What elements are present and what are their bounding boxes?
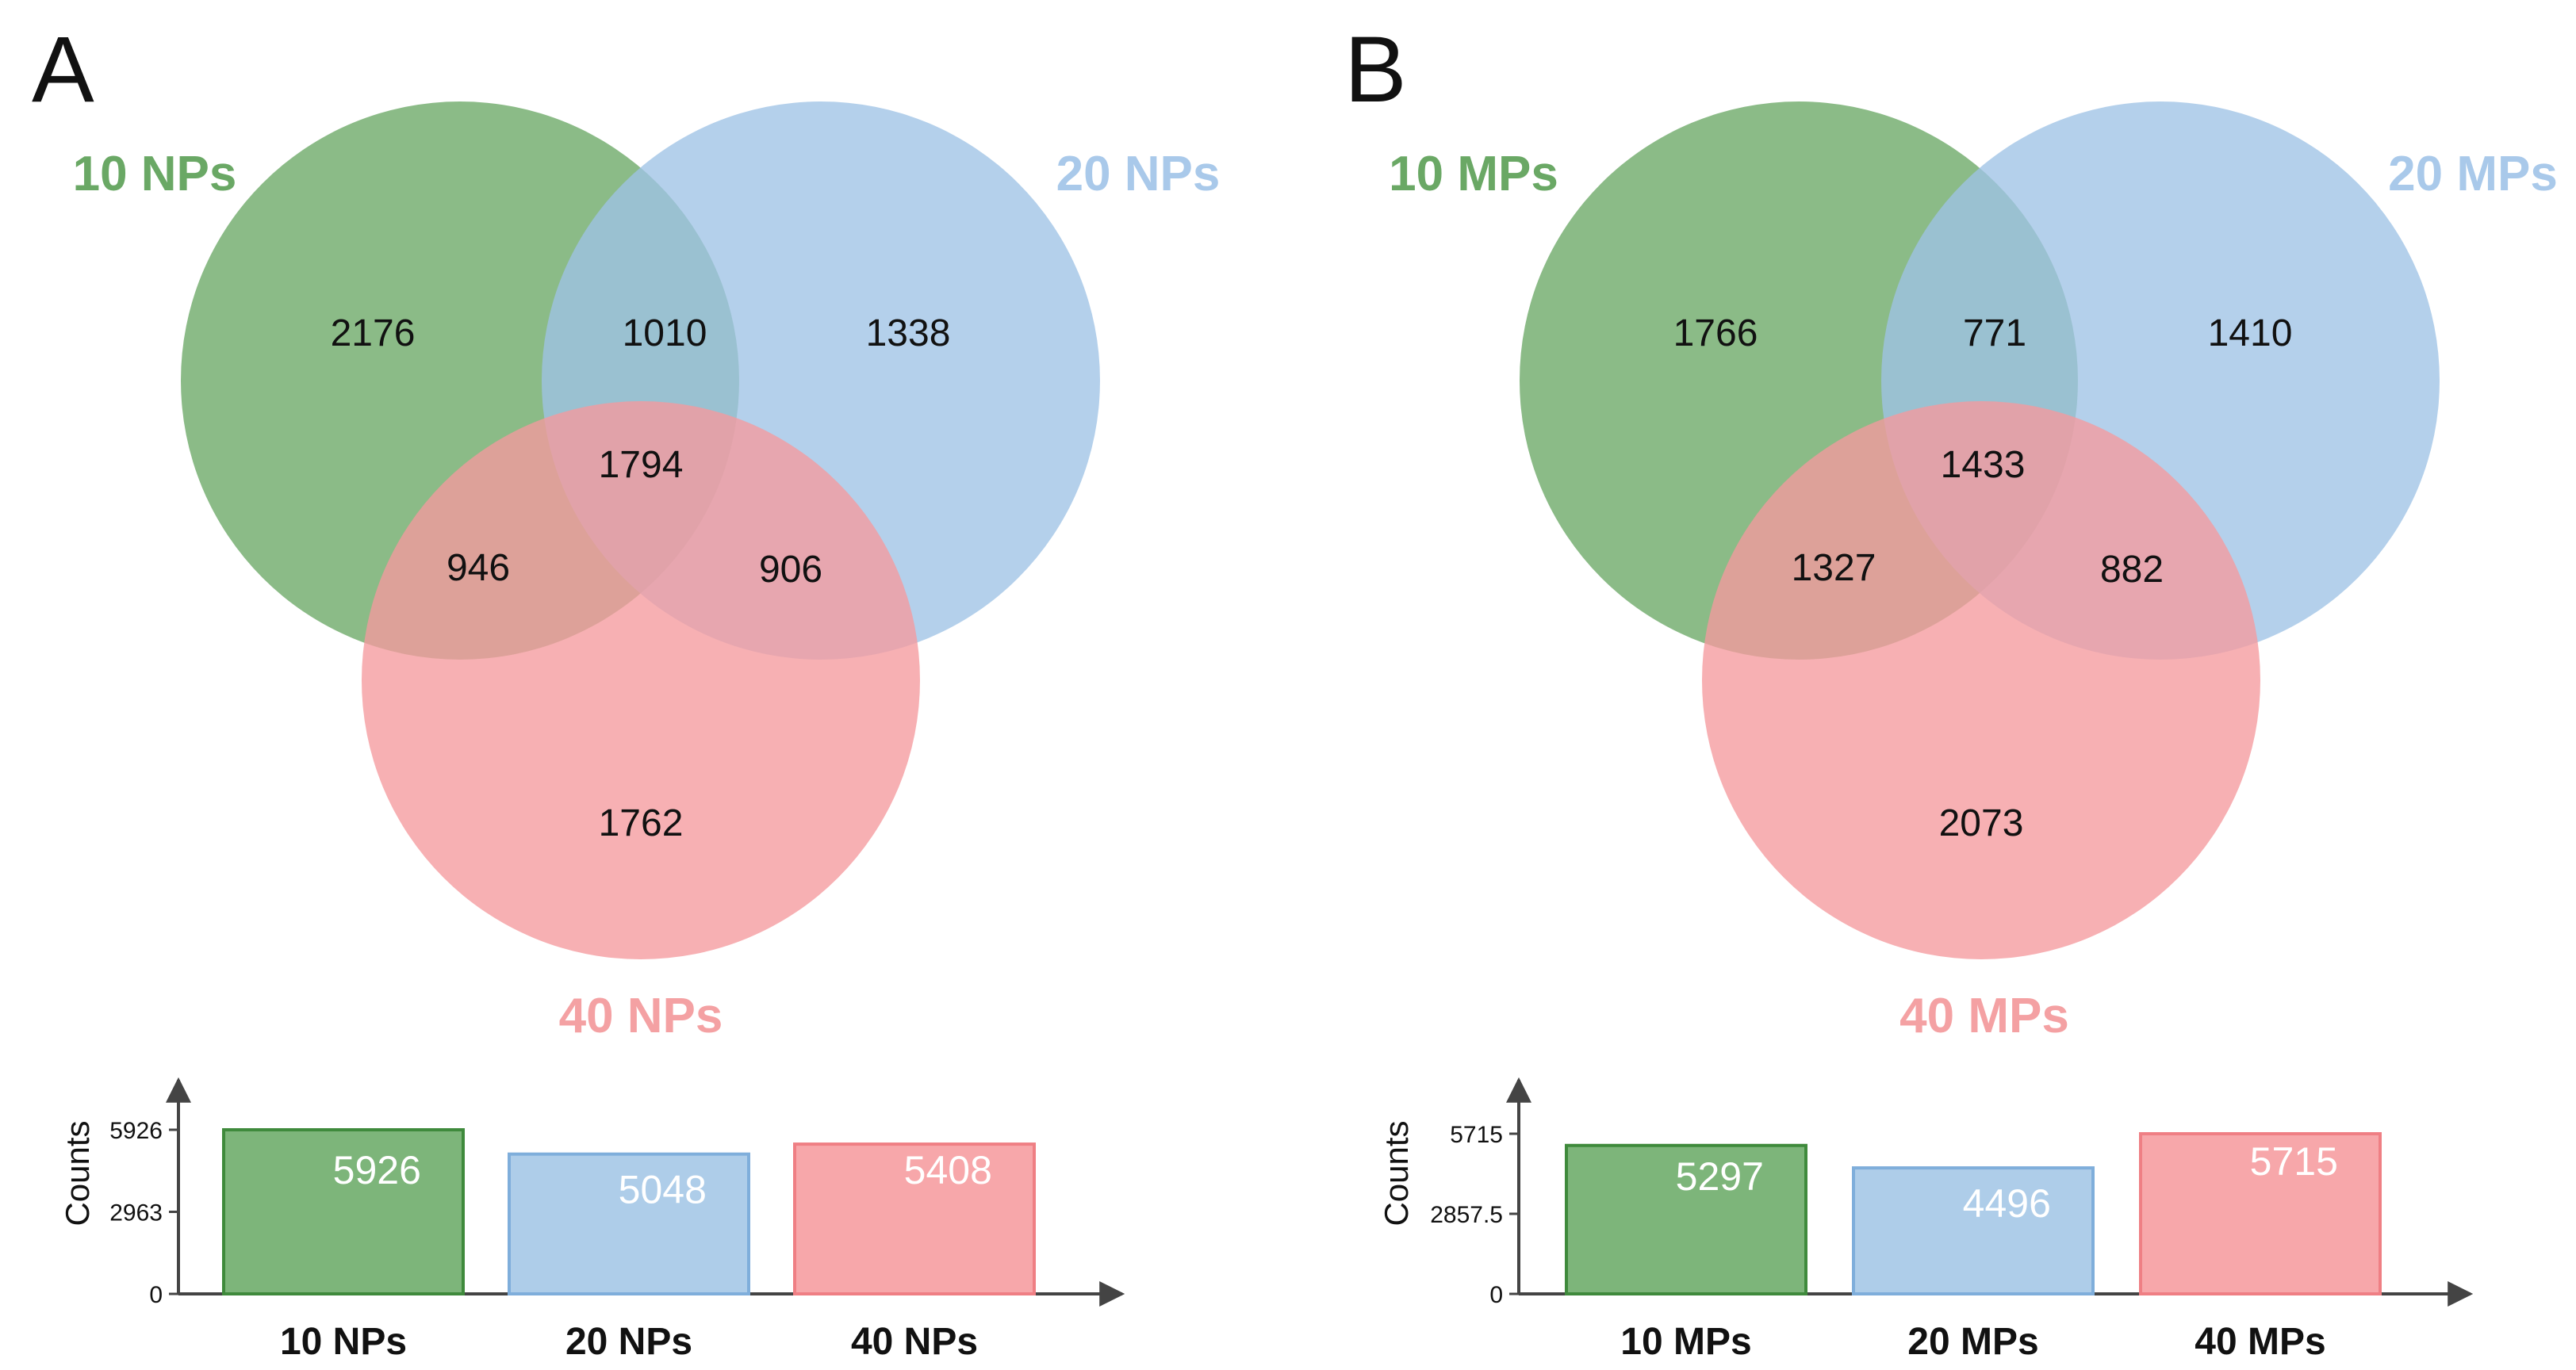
venn-a: 10 NPs 20 NPs 40 NPs 2176 1338 1762 1010… xyxy=(73,101,1221,1043)
venn-a-set-label-10nps: 10 NPs xyxy=(73,147,237,201)
venn-b-region-20-40: 882 xyxy=(2100,549,2164,591)
venn-a-circle-40nps xyxy=(362,401,920,959)
bar-a-bar-0 xyxy=(222,1128,465,1295)
bar-b-bar-value-0: 5297 xyxy=(1676,1154,1764,1199)
venn-a-region-only-10nps: 2176 xyxy=(331,312,416,354)
venn-a-region-only-40nps: 1762 xyxy=(599,802,684,844)
bar-b-bar-1 xyxy=(1852,1166,2095,1296)
bar-a-ylabel: Counts xyxy=(59,1120,96,1226)
venn-b-set-label-10mps: 10 MPs xyxy=(1389,147,1558,201)
bar-a-category-label-1: 20 NPs xyxy=(565,1321,692,1363)
venn-b-region-all: 1433 xyxy=(1941,444,2026,486)
bar-b-category-label-2: 40 MPs xyxy=(2195,1321,2325,1363)
bar-a-ytick-label-0: 0 xyxy=(149,1282,163,1308)
bar-a-bar-1 xyxy=(508,1152,750,1296)
venn-b-circle-40mps xyxy=(1702,401,2260,959)
venn-a-region-20-40: 906 xyxy=(759,549,822,591)
venn-b-set-label-40mps: 40 MPs xyxy=(1899,989,2069,1043)
bar-b-bar-0 xyxy=(1565,1143,1807,1295)
bar-b-bar-value-1: 4496 xyxy=(1963,1181,2051,1226)
bar-a-bar-2 xyxy=(793,1142,1036,1295)
venn-a-region-only-20nps: 1338 xyxy=(866,312,951,354)
bar-chart-a: Counts 0 2963 5926 5926 10 NPs 5048 20 NPs 5408… xyxy=(59,1077,1125,1363)
venn-a-set-label-20nps: 20 NPs xyxy=(1056,147,1221,201)
venn-b-region-10-40: 1327 xyxy=(1792,547,1876,589)
venn-a-region-all: 1794 xyxy=(599,444,684,486)
bar-b-ytick-label-2: 5715 xyxy=(1450,1122,1503,1148)
panel-label-b: B xyxy=(1344,17,1407,122)
bar-a-ytick-label-2: 5926 xyxy=(109,1118,163,1144)
bar-a-bar-value-2: 5408 xyxy=(904,1148,992,1192)
venn-b-region-10-20: 771 xyxy=(1963,312,2026,354)
bar-b-category-label-0: 10 MPs xyxy=(1620,1321,1751,1363)
venn-a-region-10-20: 1010 xyxy=(623,312,707,354)
bar-a-bar-value-1: 5048 xyxy=(619,1168,707,1212)
bar-b-ytick-label-0: 0 xyxy=(1489,1282,1503,1308)
bar-a-category-label-2: 40 NPs xyxy=(851,1321,978,1363)
bar-b-bar-2 xyxy=(2139,1132,2382,1295)
bar-b-ytick-label-1: 2857.5 xyxy=(1430,1202,1503,1228)
bar-b-category-label-1: 20 MPs xyxy=(1907,1321,2038,1363)
bar-b-ylabel: Counts xyxy=(1378,1120,1415,1226)
bar-b-bar-value-2: 5715 xyxy=(2250,1139,2338,1184)
bar-a-bar-value-0: 5926 xyxy=(333,1148,421,1192)
panel-label-a: A xyxy=(32,17,94,122)
panel-b: B 10 MPs 20 MPs 40 MPs 1766 1410 2073 77… xyxy=(1344,17,2558,1363)
bar-a-ytick-label-1: 2963 xyxy=(109,1200,163,1226)
bar-a-category-label-0: 10 NPs xyxy=(280,1321,407,1363)
panel-a: A 10 NPs 20 NPs 40 NPs 2176 1338 1762 10… xyxy=(32,17,1220,1363)
venn-b-region-only-20mps: 1410 xyxy=(2208,312,2293,354)
venn-b: 10 MPs 20 MPs 40 MPs 1766 1410 2073 771 … xyxy=(1389,101,2558,1043)
venn-b-region-only-40mps: 2073 xyxy=(1939,802,2024,844)
venn-a-region-10-40: 946 xyxy=(447,547,510,589)
venn-a-set-label-40nps: 40 NPs xyxy=(559,989,723,1043)
bar-chart-b: Counts 0 2857.5 5715 5297 10 MPs 4496 20 MPs 57… xyxy=(1378,1077,2474,1363)
venn-b-set-label-20mps: 20 MPs xyxy=(2388,147,2558,201)
venn-b-region-only-10mps: 1766 xyxy=(1673,312,1758,354)
